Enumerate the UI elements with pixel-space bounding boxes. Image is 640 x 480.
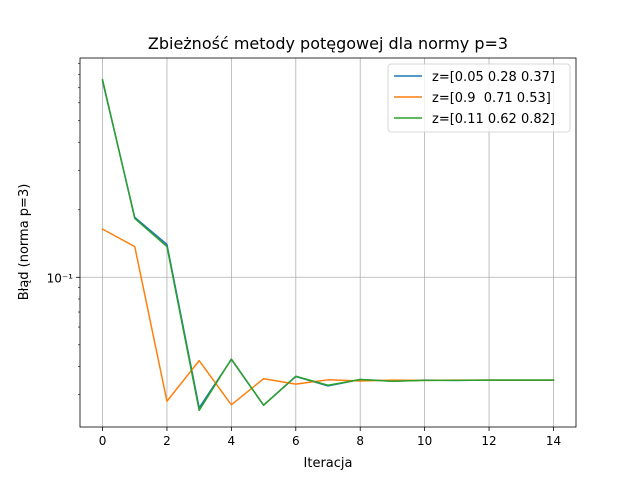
y-tick-label: 10⁻¹ — [47, 271, 74, 285]
axes-frame — [79, 57, 577, 428]
x-tick-label: 6 — [292, 434, 300, 448]
x-tick-label: 12 — [481, 434, 496, 448]
x-tick-label: 2 — [163, 434, 171, 448]
x-axis-label: Iteracja — [304, 456, 353, 471]
legend-label-3: z=[0.11 0.62 0.82] — [432, 112, 555, 127]
x-tick-label: 8 — [356, 434, 364, 448]
chart-title: Zbieżność metody potęgowej dla normy p=3 — [148, 34, 508, 53]
legend-box — [387, 63, 571, 133]
x-tick-label: 14 — [546, 434, 561, 448]
legend-label-1: z=[0.05 0.28 0.37] — [432, 70, 555, 85]
ticks: 0 2 4 6 8 10 12 14 10⁻¹ — [47, 62, 561, 448]
x-tick-label: 10 — [417, 434, 432, 448]
series-line-3 — [101, 78, 555, 412]
y-axis-label: Błąd (norma p=3) — [17, 184, 32, 301]
x-tick-label: 0 — [99, 434, 107, 448]
series-lines — [101, 78, 555, 412]
x-tick-label: 4 — [228, 434, 236, 448]
legend-label-2: z=[0.9 0.71 0.53] — [432, 91, 551, 106]
legend: z=[0.05 0.28 0.37] z=[0.9 0.71 0.53] z=[0.… — [387, 63, 571, 133]
